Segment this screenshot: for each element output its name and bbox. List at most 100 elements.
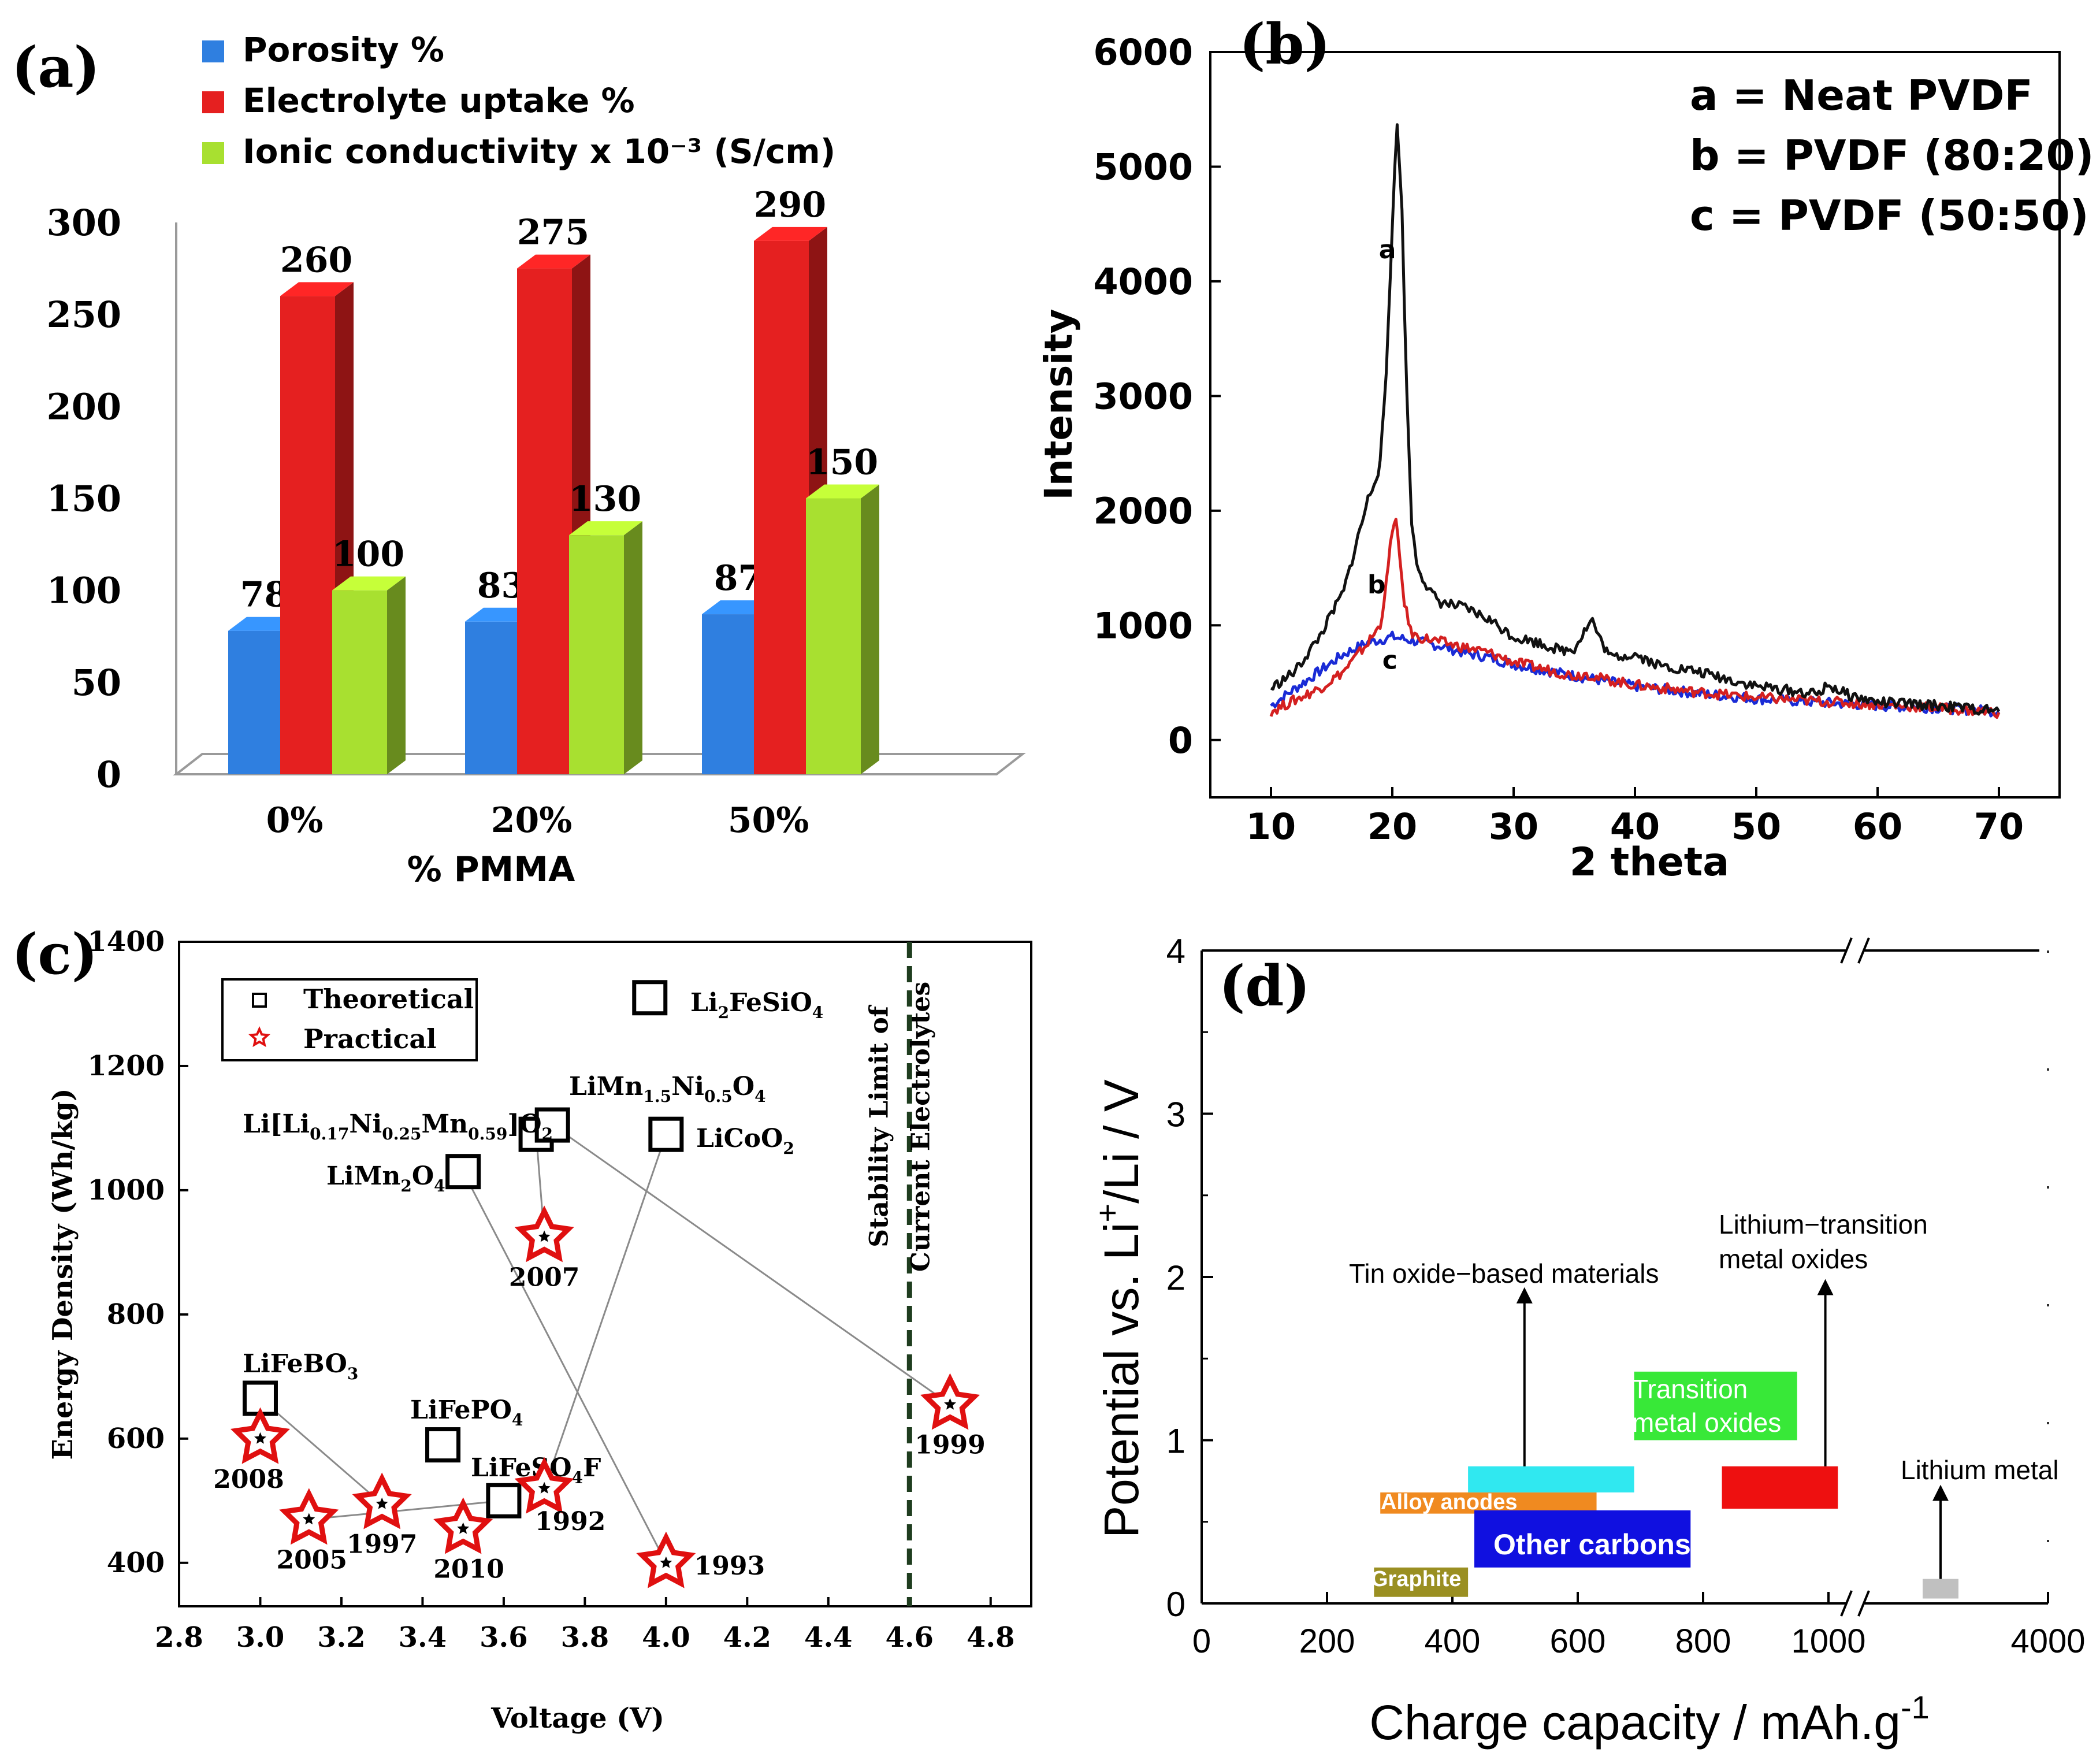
bar-value-label: 290: [754, 185, 826, 225]
bar-side: [624, 521, 642, 774]
y-tick-label: 1000: [87, 1174, 165, 1206]
x-axis-break-1: [1840, 1590, 1853, 1617]
panel-c-ticks: 2.8 3.0 3.2 3.4 3.6 3.8 4.0 4.2 4.4 4.6 4.8 400 600 8…: [87, 926, 1014, 1654]
x-axis-break-2: [1857, 1590, 1870, 1617]
practical-year-label: 1993: [694, 1551, 765, 1581]
practical-year-label: 2008: [213, 1465, 284, 1494]
region-alloy-anodes: [1380, 1492, 1597, 1514]
stability-limit-label-0: Stability Limit of: [864, 1004, 894, 1247]
top-axis-break-2: [1857, 937, 1870, 964]
theoretical-point-2: [486, 1483, 522, 1518]
bar-top: [332, 576, 406, 591]
legend-swatch-2: [202, 142, 224, 164]
legend-label-1: Electrolyte uptake %: [243, 81, 635, 120]
practical-star-core: [538, 1230, 551, 1242]
region-unlabeled-3: [1468, 1466, 1634, 1492]
theoretical-label-4: Li[Li0.17Ni0.25Mn0.59]O2: [243, 1109, 553, 1143]
practical-year-label: 2010: [433, 1555, 504, 1584]
panel-a-label: (a): [12, 35, 100, 100]
x-tick-label: 2.8: [155, 1621, 203, 1654]
panel-c-scatter-chart: (c) 2.8 3.0 3.2 3.4 3.6 3.8 4.0 4.2 4.4 4.6 4.8 400…: [12, 922, 1032, 1735]
panel-c-legend: Theoretical Practical: [221, 978, 478, 1061]
x-tick-label: 40: [1610, 805, 1660, 848]
annotation-lithium-transition-1: Lithium−transition: [1719, 1209, 1928, 1239]
theoretical-label-7: Li2FeSiO4: [690, 988, 823, 1022]
panel-c-stability-limit: Stability Limit of Current Electrolytes: [864, 942, 935, 1606]
practical-star-core: [660, 1556, 672, 1568]
panel-c-frame: [178, 941, 1032, 1607]
y-tick-label: 4: [1166, 932, 1185, 971]
panel-b-xrd-chart: (b) 10 20 30 40 50 60 70 0 1000 2000 3000 4000 5000 6…: [1036, 12, 2094, 885]
annotation-lithium-transition-2: metal oxides: [1719, 1244, 1868, 1274]
annotation-tin-oxide: Tin oxide−based materials: [1349, 1258, 1659, 1289]
panel-a-x-ticks: 0% 20% 50%: [266, 800, 809, 841]
guide-line: [462, 1171, 667, 1564]
y-tick-label: 6000: [1093, 31, 1193, 73]
bar-top: [806, 484, 879, 499]
legend-line-0: a = Neat PVDF: [1690, 71, 2033, 120]
x-tick-label: 50%: [728, 800, 809, 841]
practical-year-label: 1992: [535, 1507, 605, 1536]
x-tick-label: 0: [1192, 1622, 1211, 1660]
x-tick-label: 200: [1299, 1622, 1355, 1660]
practical-year-label: 2007: [509, 1263, 579, 1293]
practical-star-core: [303, 1513, 315, 1525]
bar-front: [754, 240, 809, 774]
x-tick-label: 4.0: [642, 1621, 690, 1654]
legend-swatch-0: [202, 40, 224, 62]
y-tick-label: 1: [1166, 1422, 1185, 1461]
x-tick-label: 50: [1731, 805, 1781, 848]
panel-b-series: [1269, 123, 2001, 719]
x-tick-label: 600: [1550, 1622, 1606, 1660]
region-unlabeled-6: [1923, 1579, 1958, 1599]
y-tick-label: 3: [1166, 1096, 1185, 1134]
y-tick-label: 4000: [1093, 261, 1193, 303]
region-unlabeled-5: [1722, 1466, 1838, 1509]
y-tick-label: 50: [72, 662, 121, 704]
region-other-carbons: [1474, 1510, 1691, 1568]
bar-front: [702, 614, 757, 774]
theoretical-point-3: [445, 1154, 481, 1190]
y-tick-label: 300: [47, 202, 121, 244]
theoretical-label-0: LiFeBO3: [243, 1349, 358, 1383]
y-tick-label: 3000: [1093, 375, 1193, 417]
bar-front: [806, 498, 861, 774]
bar-side: [387, 576, 406, 774]
x-tick-label: 4.6: [886, 1621, 934, 1654]
panel-d-regions: Graphite Alloy anodes Other carbons Transit…: [1371, 1371, 1958, 1599]
panel-b-legend: a = Neat PVDF b = PVDF (80:20) c = PVDF (5…: [1690, 71, 2094, 240]
bar-value-label: 130: [569, 479, 641, 519]
series-line-a: [1270, 123, 2001, 716]
practical-star-core: [254, 1432, 266, 1444]
bar-ionic-0: 100: [332, 534, 406, 774]
y-tick-label: 1000: [1093, 604, 1193, 647]
guide-line: [259, 1397, 383, 1505]
x-tick-label: 4.8: [967, 1621, 1015, 1654]
practical-year-label: 2005: [277, 1546, 347, 1575]
panel-a-xlabel: % PMMA: [407, 849, 575, 890]
bar-value-label: 150: [806, 443, 878, 483]
legend-label-0: Porosity %: [243, 30, 444, 69]
panel-d-potential-chart: (d) 0 1 2 3 4 0 200 400 600 800 1000 4000 Graphite A…: [1089, 932, 2086, 1750]
x-tick-label: 20%: [491, 800, 573, 841]
x-tick-label: 3.2: [317, 1621, 366, 1654]
y-tick-label: 0: [1166, 1585, 1185, 1624]
panel-a-legend: Porosity % Electrolyte uptake % Ionic cond…: [202, 30, 835, 171]
panel-d-label: (d): [1219, 953, 1310, 1019]
panel-d-ylabel: Potential vs. Li+/Li / V: [1089, 1079, 1149, 1538]
panel-a-y-ticks: 0 50 100 150 200 250 300: [47, 202, 121, 796]
y-tick-label: 800: [107, 1298, 165, 1331]
series-line-b: [1269, 518, 2001, 719]
region-label-1: Alloy anodes: [1381, 1490, 1518, 1514]
theoretical-point-1: [425, 1427, 461, 1463]
bar-front: [569, 535, 624, 774]
panel-b-ticks: 10 20 30 40 50 60 70 0 1000 2000 3000 4000 5000 6000: [1093, 31, 2024, 848]
guide-line: [309, 1499, 504, 1521]
bar-front: [332, 590, 387, 774]
y-tick-label: 600: [107, 1423, 165, 1455]
y-tick-label: 100: [47, 570, 121, 612]
bar-front: [465, 621, 520, 774]
practical-star-core: [376, 1497, 388, 1509]
